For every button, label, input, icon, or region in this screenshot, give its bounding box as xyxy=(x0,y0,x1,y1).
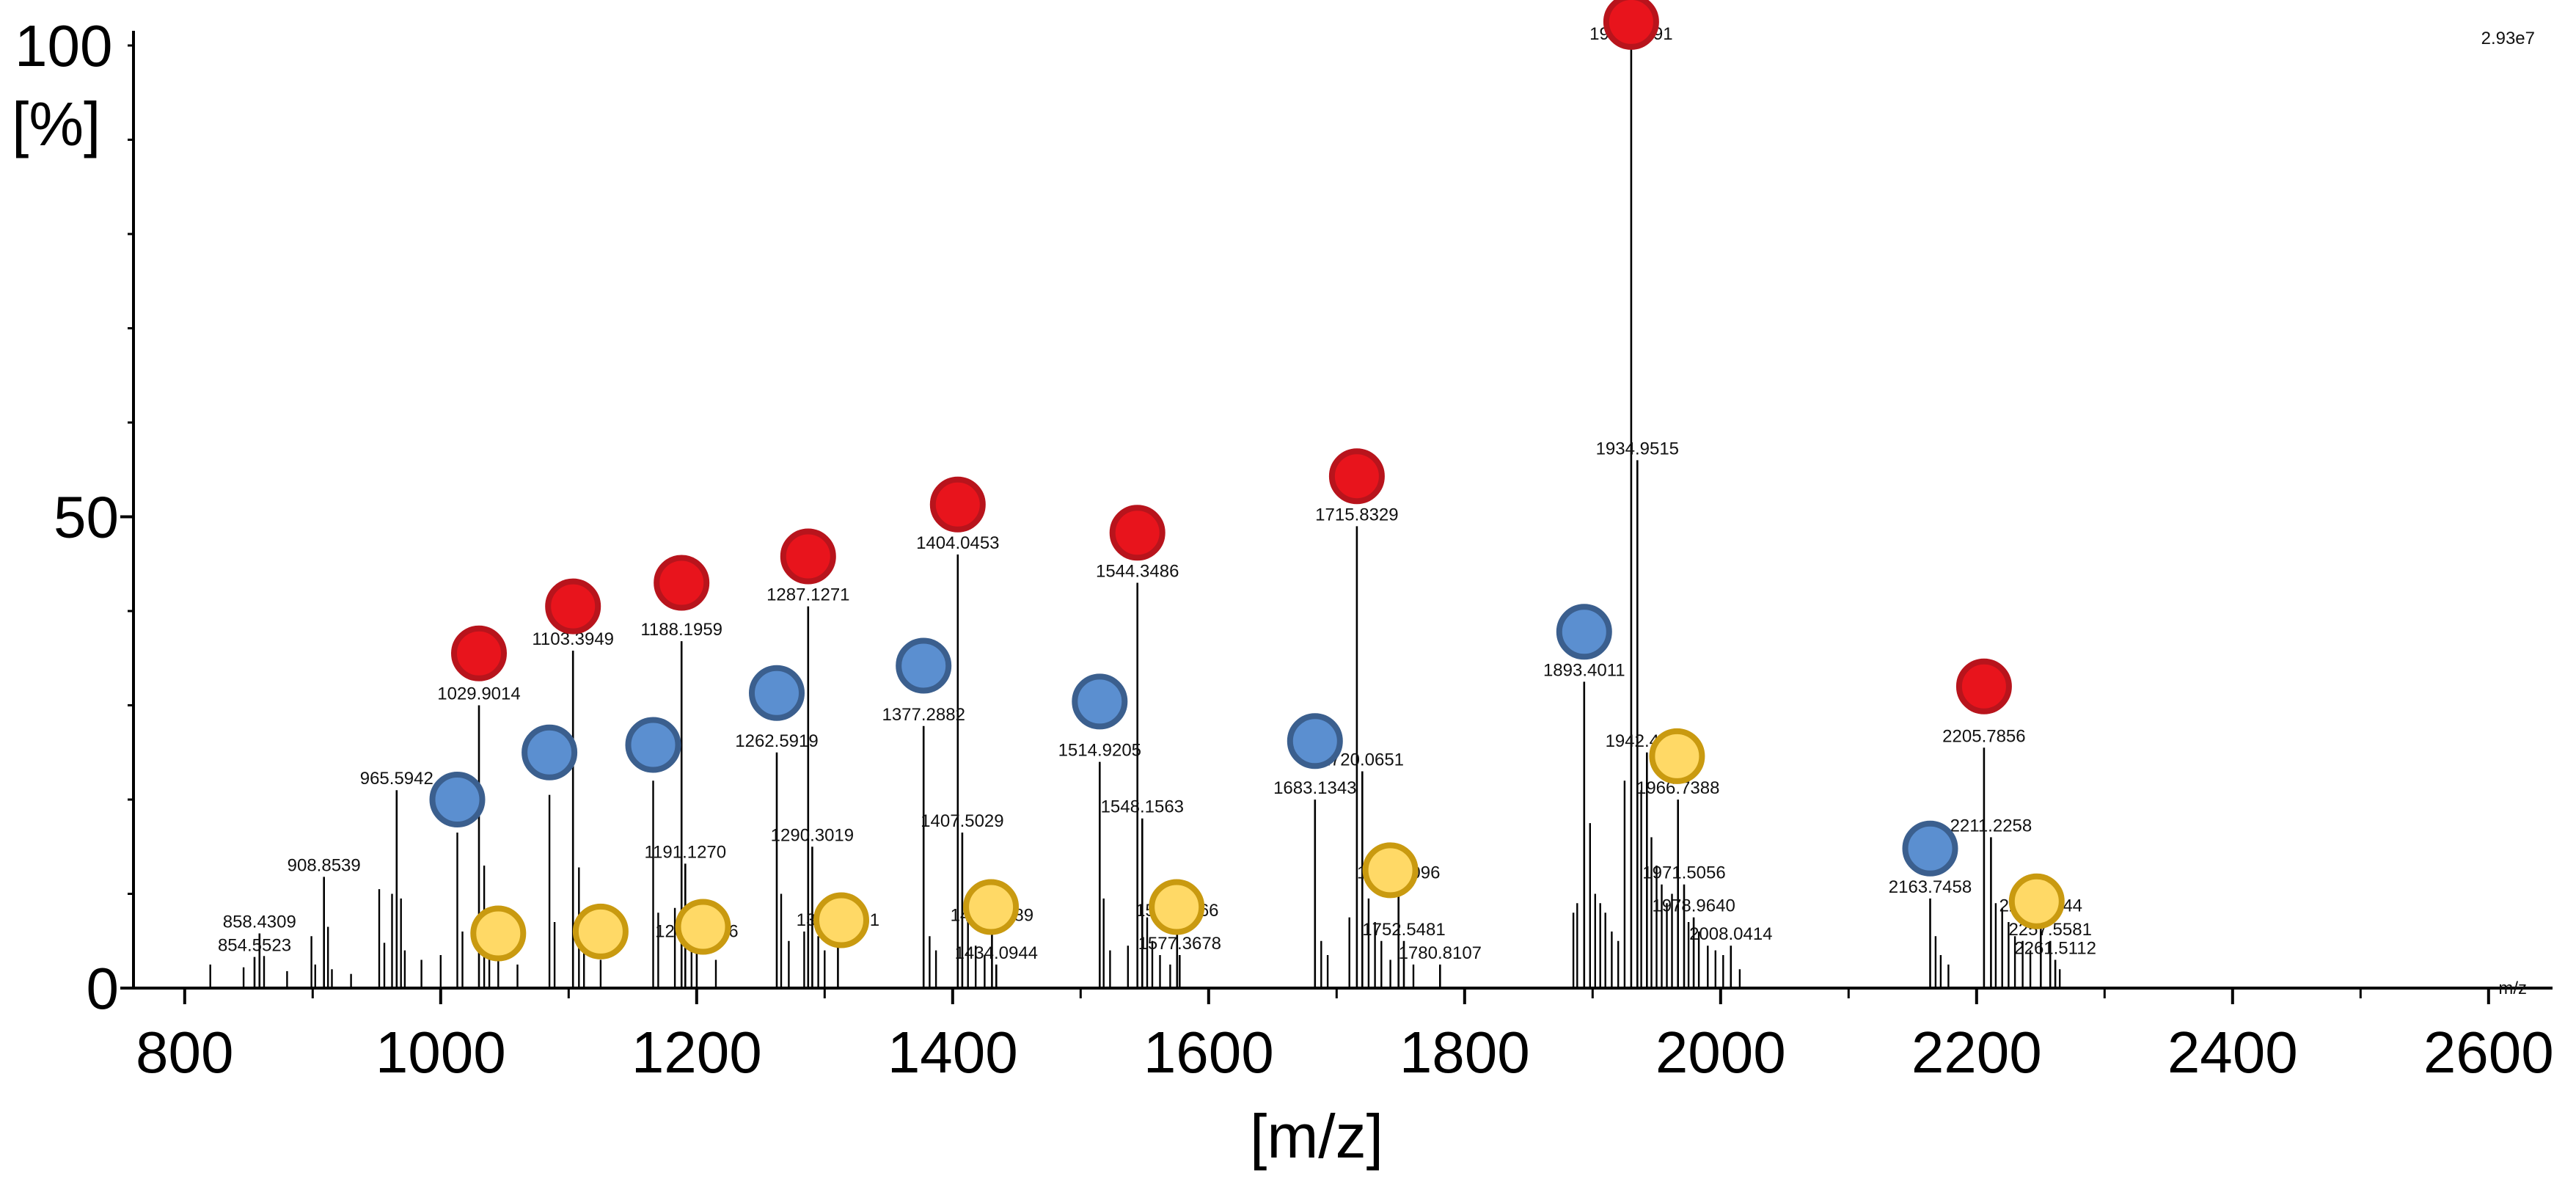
blue-marker-7 xyxy=(1287,713,1343,769)
yellow-marker-6 xyxy=(1149,879,1205,935)
peak-labels-layer: 854.5523 858.4309 908.8539 965.5942 1029.901… xyxy=(218,24,2096,963)
red-marker-1 xyxy=(451,625,507,681)
peak-label-1971.5056: 1971.5056 xyxy=(1642,863,1725,883)
peak-label-1577.3678: 1577.3678 xyxy=(1138,934,1221,954)
blue-marker-8 xyxy=(1556,604,1612,660)
blue-marker-1 xyxy=(429,772,486,827)
x-tick-label: 1600 xyxy=(1144,1020,1274,1085)
peak-label-858.4309: 858.4309 xyxy=(223,913,296,932)
x-tick-label: 1200 xyxy=(632,1020,762,1085)
red-marker-4 xyxy=(780,528,836,585)
peak-label-1287.1271: 1287.1271 xyxy=(766,585,849,605)
peak-label-1683.1343: 1683.1343 xyxy=(1273,778,1356,798)
yellow-marker-2 xyxy=(572,903,629,959)
yellow-marker-1 xyxy=(470,905,527,962)
yellow-marker-7 xyxy=(1362,842,1419,899)
blue-marker-6 xyxy=(1072,673,1128,730)
blue-marker-5 xyxy=(896,637,952,694)
peak-label-1514.9205: 1514.9205 xyxy=(1058,741,1141,761)
peak-label-1290.3019: 1290.3019 xyxy=(771,825,854,845)
peak-label-1029.9014: 1029.9014 xyxy=(437,684,520,704)
red-marker-7 xyxy=(1328,448,1385,505)
peak-label-908.8539: 908.8539 xyxy=(288,855,361,875)
y-tick-top-label: 100 xyxy=(15,13,112,78)
yellow-marker-3 xyxy=(675,899,731,955)
x-tick-label: 1400 xyxy=(888,1020,1018,1085)
red-marker-9 xyxy=(1955,658,2012,714)
peak-label-2008.0414: 2008.0414 xyxy=(1689,924,1772,944)
red-marker-3 xyxy=(654,555,710,611)
peak-label-2163.7458: 2163.7458 xyxy=(1889,877,1972,897)
yellow-marker-9 xyxy=(2008,873,2065,929)
peak-label-1407.5029: 1407.5029 xyxy=(921,811,1003,831)
red-marker-2 xyxy=(545,578,601,635)
peak-label-2205.7856: 2205.7856 xyxy=(1942,726,2025,746)
blue-marker-2 xyxy=(522,724,578,780)
peak-label-854.5523: 854.5523 xyxy=(218,936,291,956)
peak-label-1978.9640: 1978.9640 xyxy=(1652,896,1735,916)
peak-label-1191.1270: 1191.1270 xyxy=(644,842,726,862)
yellow-marker-5 xyxy=(963,879,1020,935)
x-tick-label: 800 xyxy=(136,1020,233,1085)
blue-marker-4 xyxy=(749,665,805,721)
peak-label-1780.8107: 1780.8107 xyxy=(1399,943,1482,963)
x-axis-label: [m/z] xyxy=(1250,1102,1383,1171)
yellow-marker-8 xyxy=(1649,728,1705,784)
peak-label-1188.1959: 1188.1959 xyxy=(640,620,722,640)
blue-marker-3 xyxy=(625,717,681,773)
peak-label-1893.4011: 1893.4011 xyxy=(1543,660,1625,680)
x-tick-label: 2200 xyxy=(1911,1020,2042,1085)
x-tick-label: 2400 xyxy=(2167,1020,2298,1085)
peaks-layer xyxy=(209,45,2061,988)
x-tick-label: 1000 xyxy=(376,1020,506,1085)
peak-label-1434.0944: 1434.0944 xyxy=(955,943,1038,963)
peak-label-1548.1563: 1548.1563 xyxy=(1101,797,1184,817)
blue-marker-9 xyxy=(1902,820,1958,877)
red-marker-6 xyxy=(1109,505,1166,561)
peak-label-1752.5481: 1752.5481 xyxy=(1362,920,1445,940)
peak-label-2211.2258: 2211.2258 xyxy=(1950,816,2032,836)
markers-layer xyxy=(429,0,2065,962)
axis-text-layer: 100 [%] [m/z] 2.93e7 m/z 0 50 800 1000 1200 1… xyxy=(12,13,2554,1171)
yellow-marker-4 xyxy=(813,892,869,948)
x-tick-label: 2000 xyxy=(1655,1020,1786,1085)
mz-corner-label: m/z xyxy=(2498,979,2527,998)
peak-label-2261.5112: 2261.5112 xyxy=(2014,939,2096,959)
y-axis-label: [%] xyxy=(12,89,100,158)
red-marker-5 xyxy=(929,476,986,533)
peak-label-1715.8329: 1715.8329 xyxy=(1315,505,1398,524)
peak-label-1262.5919: 1262.5919 xyxy=(735,731,818,751)
peak-label-1934.9515: 1934.9515 xyxy=(1596,439,1679,458)
peak-label-1404.0453: 1404.0453 xyxy=(916,533,999,553)
x-tick-label: 2600 xyxy=(2423,1020,2554,1085)
peak-label-965.5942: 965.5942 xyxy=(360,769,433,789)
intensity-label: 2.93e7 xyxy=(2481,29,2535,48)
y-tick-label: 50 xyxy=(54,485,119,550)
red-marker-8 xyxy=(1603,0,1659,50)
peak-label-1544.3486: 1544.3486 xyxy=(1096,562,1179,582)
y-tick-label: 0 xyxy=(87,956,120,1021)
x-tick-label: 1800 xyxy=(1399,1020,1530,1085)
axes-layer xyxy=(120,31,2553,1004)
peak-label-1377.2882: 1377.2882 xyxy=(882,705,965,725)
